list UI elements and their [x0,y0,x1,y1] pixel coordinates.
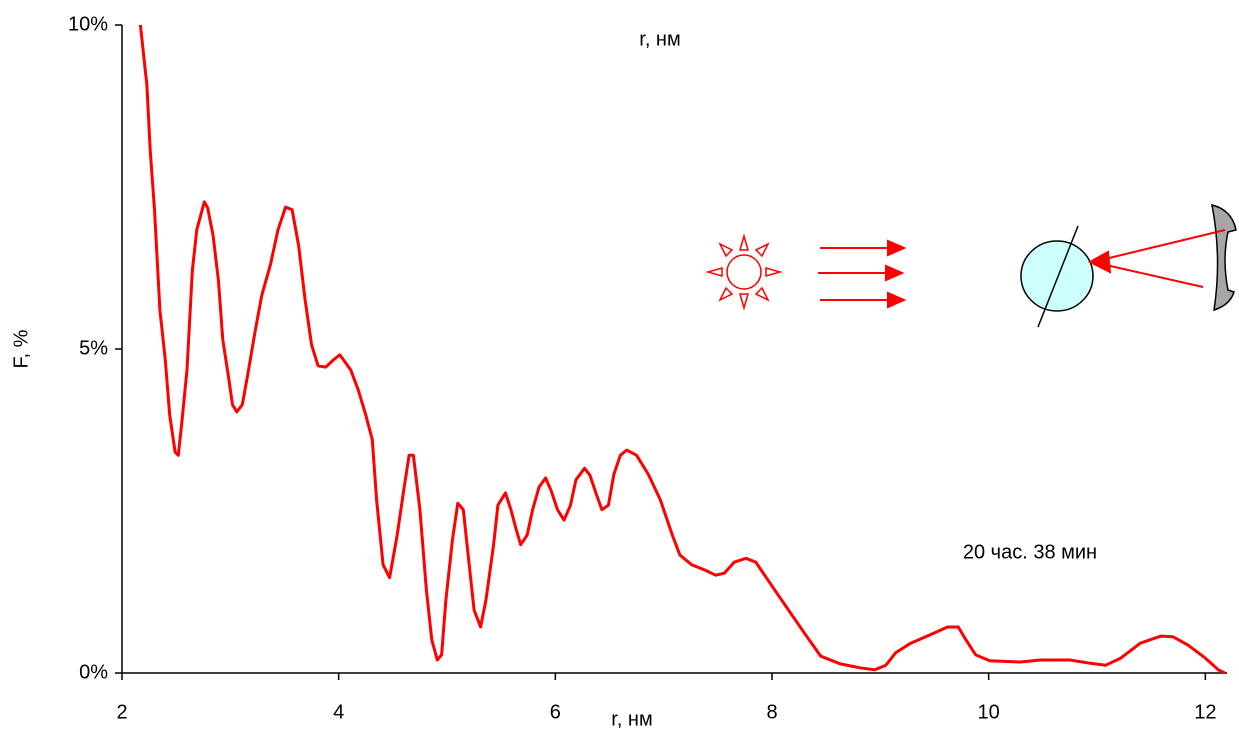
x-tick-label: 4 [333,701,344,723]
annotation: 20 час. 38 мин [963,541,1097,563]
y-axis-label: F, % [10,329,32,368]
x-tick-label: 10 [978,701,1000,723]
illustration [705,203,1237,328]
x-tick-label: 8 [766,701,777,723]
data-line [138,24,1226,675]
x-tick-label: 2 [116,701,127,723]
x-tick-label: 12 [1194,701,1216,723]
y-tick-label: 5% [79,337,108,359]
x-tick-label: 6 [550,701,561,723]
x-axis-label: r, нм [611,708,652,730]
y-tick-label: 10% [68,13,108,35]
y-tick-label: 0% [79,661,108,683]
top-label: r, нм [639,28,680,50]
